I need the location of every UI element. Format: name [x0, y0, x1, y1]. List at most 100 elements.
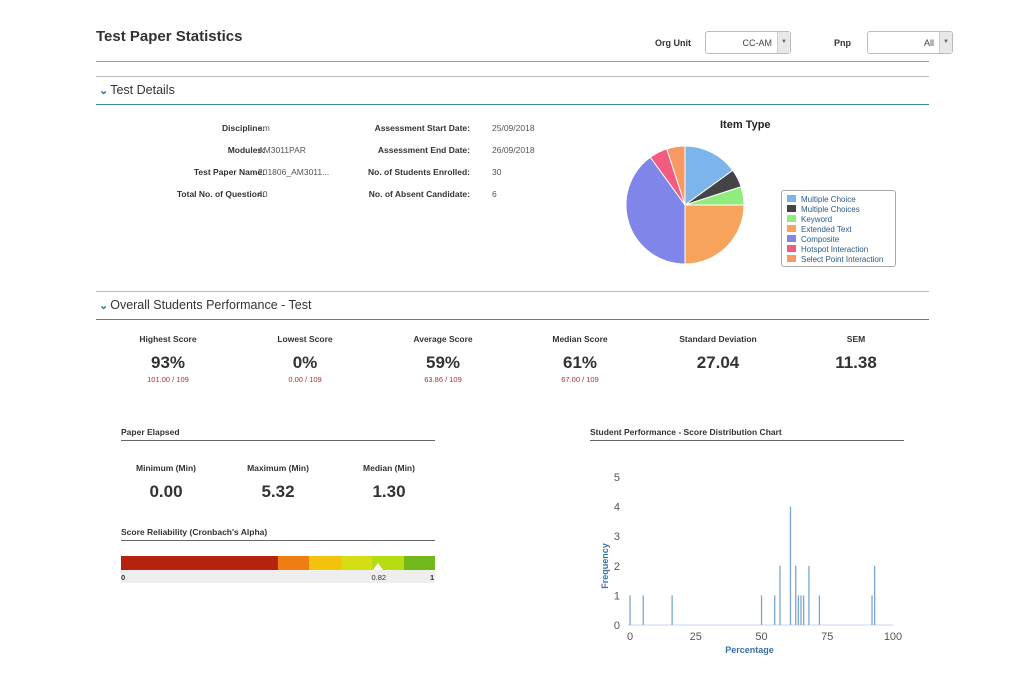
- histogram-bar[interactable]: [802, 595, 805, 625]
- histogram-bar[interactable]: [774, 595, 776, 625]
- chevron-down-icon: ▼: [939, 32, 952, 53]
- pnp-select[interactable]: All ▼: [867, 31, 953, 54]
- reliability-heading: Score Reliability (Cronbach's Alpha): [121, 527, 268, 537]
- detail-label: Discipline:: [222, 123, 265, 133]
- stat-sem: SEM 11.38: [796, 334, 916, 375]
- histogram-bar[interactable]: [671, 595, 673, 625]
- histogram-bar[interactable]: [795, 565, 797, 625]
- reliability-segment: [278, 556, 310, 570]
- test-details-heading: Test Details: [110, 83, 175, 97]
- detail-value: AM3011PAR: [258, 145, 306, 155]
- stat-standard-deviation: Standard Deviation 27.04: [658, 334, 778, 375]
- stat-label: Lowest Score: [277, 334, 333, 344]
- paper-elapsed-divider: [121, 440, 435, 441]
- legend-swatch: [787, 215, 796, 222]
- performance-heading: Overall Students Performance - Test: [110, 298, 312, 312]
- histogram-bar[interactable]: [871, 595, 873, 625]
- stat-sub: 101.00 / 109: [147, 375, 189, 384]
- x-tick-label: 50: [755, 631, 767, 643]
- pie-slice[interactable]: [625, 156, 686, 265]
- histogram-bar[interactable]: [642, 595, 644, 625]
- reliability-segment: [403, 556, 435, 570]
- org-unit-label: Org Unit: [655, 38, 691, 48]
- performance-toggle[interactable]: ⌄ Overall Students Performance - Test: [99, 298, 311, 312]
- pie-slice[interactable]: [684, 145, 734, 206]
- stat-value: 0.00: [149, 482, 183, 501]
- legend-item[interactable]: Select Point Interaction: [787, 255, 890, 265]
- legend-label: Keyword: [801, 215, 833, 224]
- stat-highest-score: Highest Score 93% 101.00 / 109: [108, 334, 228, 384]
- elapsed-maximum: Maximum (Min) 5.32: [218, 463, 338, 502]
- page-title: Test Paper Statistics: [96, 28, 243, 45]
- org-unit-value: CC-AM: [742, 38, 773, 48]
- org-unit-select[interactable]: CC-AM ▼: [705, 31, 791, 54]
- reliability-marker-label: 0.82: [371, 573, 387, 582]
- histogram-bar[interactable]: [789, 506, 792, 625]
- test-details-toggle[interactable]: ⌄ Test Details: [99, 83, 175, 97]
- detail-label: Assessment Start Date:: [374, 123, 470, 133]
- histogram-bar[interactable]: [760, 595, 763, 625]
- legend-label: Extended Text: [801, 225, 852, 234]
- legend-swatch: [787, 245, 796, 252]
- pie-slice[interactable]: [684, 204, 745, 265]
- histogram-divider: [590, 440, 904, 441]
- stat-label: Minimum (Min): [136, 463, 196, 473]
- histogram-bar[interactable]: [818, 595, 821, 625]
- histogram-bar[interactable]: [808, 565, 810, 625]
- stat-sub: 63.86 / 109: [424, 375, 462, 384]
- detail-value: 30: [492, 167, 502, 177]
- legend-swatch: [787, 195, 796, 202]
- stat-average-score: Average Score 59% 63.86 / 109: [383, 334, 503, 384]
- legend-item[interactable]: Keyword: [787, 215, 890, 225]
- pie-slice[interactable]: [666, 145, 686, 206]
- chevron-down-icon: ▼: [777, 32, 790, 53]
- reliability-segment: [340, 556, 373, 570]
- paper-elapsed-heading: Paper Elapsed: [121, 427, 180, 437]
- legend-label: Composite: [801, 235, 840, 244]
- test-details-divider: [96, 104, 929, 105]
- stat-label: Median Score: [552, 334, 608, 344]
- elapsed-median: Median (Min) 1.30: [329, 463, 449, 502]
- legend-item[interactable]: Hotspot Interaction: [787, 245, 890, 255]
- reliability-segment: [309, 556, 341, 570]
- histogram-bar[interactable]: [629, 595, 631, 625]
- y-tick-label: 4: [614, 502, 620, 514]
- y-tick-label: 2: [614, 561, 620, 573]
- stat-sub: 0.00 / 109: [288, 375, 322, 384]
- stat-label: Maximum (Min): [247, 463, 309, 473]
- detail-label: Test Paper Name:: [193, 167, 265, 177]
- item-type-pie-chart: [625, 145, 745, 265]
- section-divider-top: [96, 76, 929, 77]
- pie-chart-title: Item Type: [720, 119, 771, 131]
- x-tick-label: 100: [884, 631, 902, 643]
- histogram-bar[interactable]: [873, 565, 876, 625]
- stat-label: Median (Min): [363, 463, 415, 473]
- elapsed-minimum: Minimum (Min) 0.00: [106, 463, 226, 502]
- legend-item[interactable]: Extended Text: [787, 225, 890, 235]
- chevron-down-icon: ⌄: [99, 300, 109, 312]
- histogram-bar[interactable]: [779, 565, 781, 625]
- histogram-bar[interactable]: [800, 595, 802, 625]
- stat-median-score: Median Score 61% 67.00 / 109: [520, 334, 640, 384]
- legend-item[interactable]: Multiple Choices: [787, 205, 890, 215]
- stat-value: 61%: [562, 353, 598, 372]
- legend-swatch: [787, 205, 796, 212]
- legend-item[interactable]: Multiple Choice: [787, 195, 890, 205]
- x-axis-label: Percentage: [725, 645, 774, 655]
- detail-label: No. of Absent Candidate:: [368, 189, 470, 199]
- reliability-divider: [121, 540, 435, 541]
- histogram-bar[interactable]: [797, 595, 800, 625]
- reliability-marker: [373, 563, 384, 570]
- reliability-max-label: 1: [430, 573, 435, 582]
- stat-value: 27.04: [696, 353, 740, 372]
- legend-label: Select Point Interaction: [801, 255, 884, 264]
- stat-lowest-score: Lowest Score 0% 0.00 / 109: [245, 334, 365, 384]
- y-axis-label: Frequency: [600, 543, 610, 589]
- y-tick-label: 5: [614, 472, 620, 484]
- stat-label: Highest Score: [139, 334, 197, 344]
- legend-item[interactable]: Composite: [787, 235, 890, 245]
- reliability-segment: [121, 556, 278, 570]
- x-tick-label: 0: [627, 631, 633, 643]
- reliability-bar: [121, 556, 435, 570]
- histogram-title: Student Performance - Score Distribution…: [590, 427, 782, 437]
